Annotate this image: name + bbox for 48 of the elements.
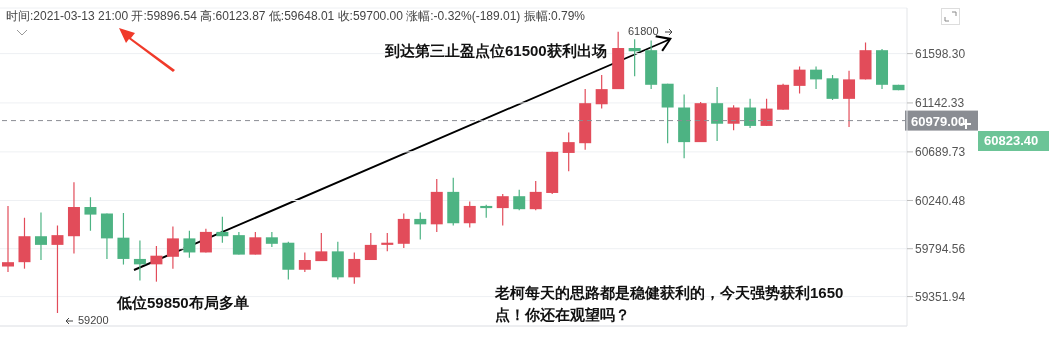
candlestick xyxy=(232,231,245,256)
chart-title: 时间:2021-03-13 21:00 开:59896.54 高:60123.87 低:59648.01 收:59700.00 涨幅:-0.32%(-189.01) 振幅:0.79% xyxy=(6,8,586,25)
candlestick xyxy=(51,224,64,314)
y-tick-label: 59794.56 xyxy=(915,241,966,256)
y-tick-label: 60240.48 xyxy=(915,193,966,208)
candlestick xyxy=(84,196,97,232)
y-tick-label: 61142.33 xyxy=(915,96,965,111)
candlestick xyxy=(744,98,757,129)
y-tick-label: 61598.30 xyxy=(915,46,966,61)
y-tick-label: 59351.94 xyxy=(915,289,966,304)
candlestick xyxy=(727,104,740,131)
annotation: 到达第三止盈点位61500获利出场 xyxy=(385,41,608,61)
candlestick xyxy=(496,193,509,227)
candlestick xyxy=(529,180,542,211)
annotation: 老柯每天的思路都是稳健获利的，今天强势获利1650点！你还在观望吗？ xyxy=(495,283,845,325)
candlestick xyxy=(34,211,47,261)
candlestick xyxy=(628,38,641,77)
annotation: 低位59850布局多单 xyxy=(117,293,250,313)
candlestick xyxy=(348,251,361,285)
candlestick xyxy=(711,86,724,142)
candlestick xyxy=(826,74,839,101)
candlestick xyxy=(414,211,427,241)
candlestick xyxy=(117,212,130,266)
ref-line-label: 60979.00 xyxy=(911,113,966,129)
candlestick xyxy=(595,74,608,110)
y-tick-label: 60689.73 xyxy=(915,145,966,160)
candlestick xyxy=(2,205,14,273)
annotation: 59200 xyxy=(78,314,109,326)
candlestick xyxy=(298,251,311,273)
candlestick xyxy=(793,65,806,95)
candlestick xyxy=(562,131,575,172)
candlestick xyxy=(364,232,377,261)
candlestick xyxy=(315,232,328,262)
candlestick xyxy=(166,225,179,270)
candlestick xyxy=(381,232,394,252)
text: 60823.40 xyxy=(978,131,1049,151)
candlestick xyxy=(760,98,773,127)
candlestick xyxy=(133,239,146,282)
candlestick xyxy=(150,245,163,283)
candlestick xyxy=(661,83,674,144)
candlestick xyxy=(183,230,196,259)
candlestick xyxy=(216,216,229,244)
annotation: 61800 xyxy=(628,25,659,37)
candlestick xyxy=(810,65,823,90)
candlestick xyxy=(843,70,856,128)
candlestick xyxy=(513,189,526,211)
candlestick xyxy=(249,231,262,256)
candlestick xyxy=(463,201,476,229)
